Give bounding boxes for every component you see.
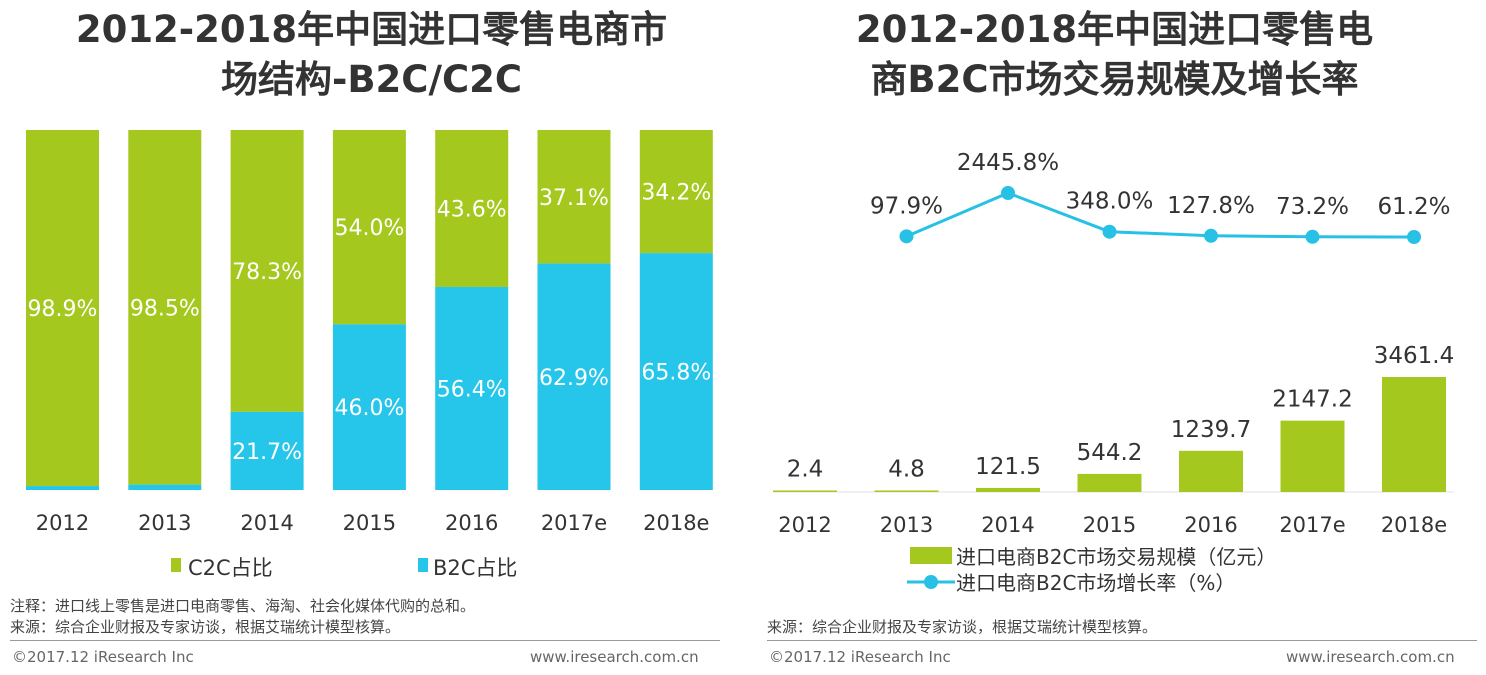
- growth-point-2015: [1103, 225, 1117, 239]
- b2c-label-2018e: 65.8%: [641, 361, 711, 386]
- x-tick-2015: 2015: [343, 511, 396, 535]
- legend-scale-label: 进口电商B2C市场交易规模（亿元）: [956, 545, 1276, 569]
- scale-bar-2017e: [1281, 421, 1345, 492]
- c2c-label-2013: 98.5%: [130, 296, 200, 321]
- x-tick-2014: 2014: [981, 513, 1034, 537]
- copyright: ©2017.12 iResearch Inc: [12, 648, 194, 666]
- source-text: 来源：综合企业财报及专家访谈，根据艾瑞统计模型核算。: [767, 617, 1157, 637]
- scale-label-2018e: 3461.4: [1374, 343, 1454, 369]
- growth-label-2013: 97.9%: [870, 193, 943, 219]
- x-tick-2017e: 2017e: [1279, 513, 1345, 537]
- scale-bar-2012: [773, 491, 837, 493]
- x-tick-2012: 2012: [36, 511, 89, 535]
- legend-scale-swatch: [910, 547, 952, 564]
- scale-label-2014: 121.5: [975, 454, 1041, 480]
- left-panel: 2012-2018年中国进口零售电商市 场结构-B2C/C2C 98.9% 201…: [0, 0, 743, 675]
- x-tick-2017e: 2017e: [541, 511, 607, 535]
- c2c-label-2017e: 37.1%: [539, 186, 609, 211]
- c2c-label-2014: 78.3%: [232, 260, 302, 285]
- c2c-label-2018e: 34.2%: [641, 181, 711, 206]
- legend-growth-marker: [924, 575, 938, 589]
- b2c-label-2016: 56.4%: [437, 377, 507, 402]
- x-tick-2015: 2015: [1083, 513, 1136, 537]
- b2c-label-2017e: 62.9%: [539, 366, 609, 391]
- growth-label-2018e: 61.2%: [1377, 194, 1450, 220]
- growth-point-2014: [1001, 186, 1015, 200]
- scale-bar-2015: [1078, 474, 1142, 492]
- scale-label-2015: 544.2: [1077, 440, 1143, 466]
- scale-bar-2014: [976, 488, 1040, 492]
- c2c-label-2015: 54.0%: [334, 216, 404, 241]
- growth-label-2017e: 73.2%: [1276, 194, 1349, 220]
- growth-label-2016: 127.8%: [1167, 193, 1255, 219]
- copyright: ©2017.12 iResearch Inc: [769, 648, 951, 666]
- b2c-label-2015: 46.0%: [334, 396, 404, 421]
- growth-label-2014: 2445.8%: [957, 150, 1059, 176]
- scale-bar-2016: [1179, 451, 1243, 492]
- website-link[interactable]: www.iresearch.com.cn: [1286, 648, 1455, 666]
- x-tick-2018e: 2018e: [1381, 513, 1447, 537]
- legend-b2c-label: B2C占比: [433, 556, 517, 580]
- footer-divider: [767, 640, 1477, 641]
- scale-label-2016: 1239.7: [1171, 417, 1251, 443]
- scale-label-2017e: 2147.2: [1272, 387, 1352, 413]
- growth-point-2013: [900, 229, 914, 243]
- scale-bar-2013: [875, 491, 939, 493]
- b2c-bar-2013: [128, 485, 201, 490]
- x-tick-2018e: 2018e: [643, 511, 709, 535]
- c2c-label-2012: 98.9%: [28, 297, 98, 322]
- growth-point-2017e: [1306, 230, 1320, 244]
- footer-divider: [10, 640, 720, 641]
- x-tick-2012: 2012: [778, 513, 831, 537]
- x-tick-2016: 2016: [1184, 513, 1237, 537]
- legend-b2c-swatch: [418, 558, 428, 572]
- legend-growth-label: 进口电商B2C市场增长率（%）: [956, 571, 1235, 595]
- right-panel: 2012-2018年中国进口零售电 商B2C市场交易规模及增长率 2.4 2012…: [743, 0, 1486, 675]
- stacked-bar-chart: 98.9% 2012 98.5% 2013 78.3% 21.7% 2014 54.0% 46.…: [0, 0, 743, 595]
- scale-label-2012: 2.4: [787, 457, 824, 483]
- bar-line-chart: 2.4 2012 4.8 2013 121.5 2014 544.2 2015 1239.7 20…: [743, 0, 1486, 600]
- source-text: 来源：综合企业财报及专家访谈，根据艾瑞统计模型核算。: [10, 617, 400, 637]
- c2c-label-2016: 43.6%: [437, 197, 507, 222]
- legend-c2c-swatch: [171, 558, 181, 572]
- growth-point-2016: [1204, 229, 1218, 243]
- b2c-label-2014: 21.7%: [232, 440, 302, 465]
- website-link[interactable]: www.iresearch.com.cn: [530, 648, 699, 666]
- legend-c2c-label: C2C占比: [188, 556, 273, 580]
- growth-label-2015: 348.0%: [1066, 189, 1154, 215]
- x-tick-2013: 2013: [880, 513, 933, 537]
- x-tick-2014: 2014: [240, 511, 293, 535]
- scale-label-2013: 4.8: [888, 457, 925, 483]
- b2c-bar-2012: [26, 486, 99, 490]
- x-tick-2016: 2016: [445, 511, 498, 535]
- scale-bar-2018e: [1382, 377, 1446, 492]
- note-text: 注释：进口线上零售是进口电商零售、海淘、社会化媒体代购的总和。: [10, 596, 475, 616]
- growth-point-2018e: [1407, 230, 1421, 244]
- x-tick-2013: 2013: [138, 511, 191, 535]
